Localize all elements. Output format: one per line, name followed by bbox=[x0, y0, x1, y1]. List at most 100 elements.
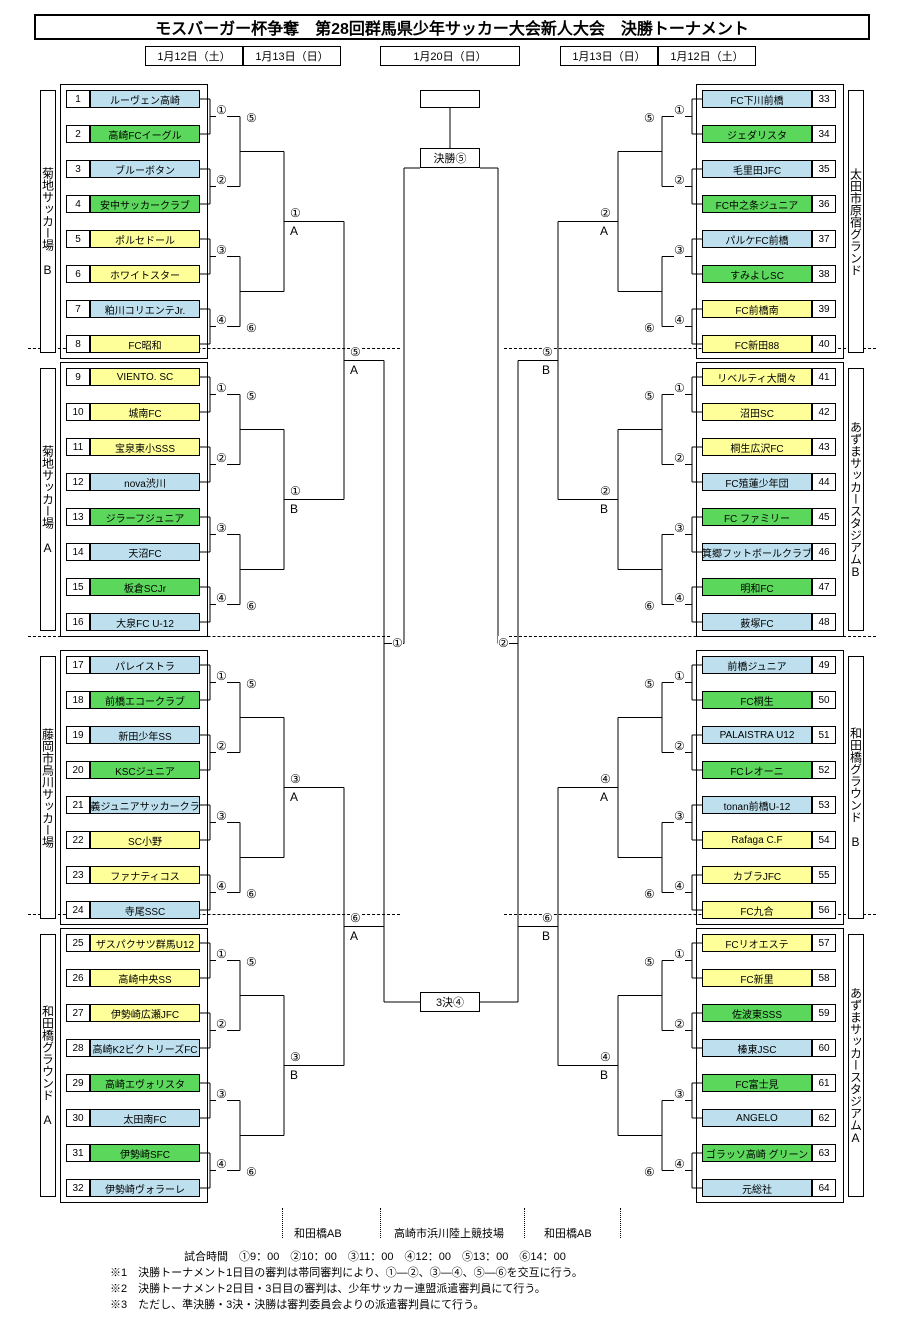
match-lbl: ③ bbox=[216, 809, 227, 823]
group-box bbox=[60, 650, 208, 925]
match-lbl: ③ bbox=[674, 243, 685, 257]
match-lbl: ⑤ bbox=[246, 389, 257, 403]
group-box bbox=[696, 362, 844, 637]
match-lbl: A bbox=[600, 790, 608, 804]
match-lbl: ④ bbox=[216, 879, 227, 893]
match-lbl: ① bbox=[674, 381, 685, 395]
match-lbl: ⑥ bbox=[644, 1165, 655, 1179]
match-lbl: ④ bbox=[674, 313, 685, 327]
match-lbl: ⑥ bbox=[644, 321, 655, 335]
match-lbl: ① bbox=[674, 947, 685, 961]
match-lbl: B bbox=[290, 1068, 298, 1082]
match-lbl: ⑥ bbox=[542, 911, 553, 925]
match-lbl: ② bbox=[498, 636, 509, 650]
footer-times: 試合時間 ①9：00 ②10：00 ③11：00 ④12：00 ⑤13：00 ⑥… bbox=[184, 1248, 566, 1264]
match-lbl: ① bbox=[216, 947, 227, 961]
match-lbl: ② bbox=[216, 1017, 227, 1031]
match-lbl: A bbox=[350, 929, 358, 943]
match-lbl: ④ bbox=[674, 1157, 685, 1171]
match-lbl: ① bbox=[290, 206, 301, 220]
match-lbl: ③ bbox=[674, 521, 685, 535]
venue-label: 太田市原宿グランド bbox=[848, 90, 864, 353]
match-lbl: B bbox=[600, 502, 608, 516]
match-lbl: ④ bbox=[600, 1050, 611, 1064]
match-lbl: A bbox=[290, 790, 298, 804]
match-lbl: ① bbox=[216, 669, 227, 683]
date-l2: 1月13日（日） bbox=[243, 46, 341, 66]
match-lbl: ① bbox=[674, 103, 685, 117]
match-lbl: ④ bbox=[216, 591, 227, 605]
footer-note-1: ※1 決勝トーナメント1日目の審判は帯同審判により、①―②、③―④、⑤―⑥を交互… bbox=[110, 1264, 583, 1280]
match-lbl: ⑥ bbox=[246, 1165, 257, 1179]
match-lbl: ③ bbox=[674, 809, 685, 823]
match-lbl: ② bbox=[674, 1017, 685, 1031]
match-lbl: ④ bbox=[216, 1157, 227, 1171]
footer-dotted-2 bbox=[380, 1208, 381, 1238]
final-top-box bbox=[420, 90, 480, 108]
venue-label: 菊地サッカー場 A bbox=[40, 368, 56, 631]
match-lbl: ⑤ bbox=[246, 677, 257, 691]
venue-label: 藤岡市烏川サッカー場 bbox=[40, 656, 56, 919]
match-lbl: ③ bbox=[216, 521, 227, 535]
match-lbl: ⑥ bbox=[246, 599, 257, 613]
venue-label: あずまサッカースタジアムA bbox=[848, 934, 864, 1197]
date-r2: 1月13日（日） bbox=[560, 46, 658, 66]
date-l1: 1月12日（土） bbox=[145, 46, 243, 66]
match-lbl: ② bbox=[600, 206, 611, 220]
match-lbl: B bbox=[542, 363, 550, 377]
group-box bbox=[696, 84, 844, 359]
footer-venue-3: 和田橋AB bbox=[544, 1225, 592, 1241]
match-lbl: ① bbox=[290, 484, 301, 498]
match-lbl: ⑤ bbox=[246, 111, 257, 125]
match-lbl: A bbox=[350, 363, 358, 377]
group-box bbox=[60, 362, 208, 637]
footer-note-2: ※2 決勝トーナメント2日目・3日目の審判は、少年サッカー連盟派遣審判員にて行う… bbox=[110, 1280, 546, 1296]
match-lbl: ② bbox=[216, 451, 227, 465]
match-lbl: ⑥ bbox=[246, 887, 257, 901]
match-lbl: A bbox=[290, 224, 298, 238]
match-lbl: ① bbox=[674, 669, 685, 683]
footer-dotted-1 bbox=[282, 1208, 283, 1238]
match-lbl: ⑥ bbox=[350, 911, 361, 925]
group-box bbox=[60, 928, 208, 1203]
match-lbl: ⑤ bbox=[644, 955, 655, 969]
match-lbl: B bbox=[290, 502, 298, 516]
match-lbl: ④ bbox=[600, 772, 611, 786]
match-lbl: B bbox=[600, 1068, 608, 1082]
group-box bbox=[696, 928, 844, 1203]
footer-venue-1: 和田橋AB bbox=[294, 1225, 342, 1241]
final-box: 決勝⑤ bbox=[420, 148, 480, 168]
venue-label: 和田橋グラウンド A bbox=[40, 934, 56, 1197]
date-c: 1月20日（日） bbox=[380, 46, 520, 66]
match-lbl: ⑤ bbox=[246, 955, 257, 969]
footer-dotted-3 bbox=[524, 1208, 525, 1238]
match-lbl: ⑤ bbox=[350, 345, 361, 359]
match-lbl: ② bbox=[674, 739, 685, 753]
group-box bbox=[60, 84, 208, 359]
group-box bbox=[696, 650, 844, 925]
match-lbl: ④ bbox=[674, 591, 685, 605]
match-lbl: B bbox=[542, 929, 550, 943]
footer-dotted-4 bbox=[620, 1208, 621, 1238]
match-lbl: ⑤ bbox=[644, 389, 655, 403]
match-lbl: ② bbox=[674, 451, 685, 465]
match-lbl: ③ bbox=[290, 1050, 301, 1064]
match-lbl: ⑤ bbox=[542, 345, 553, 359]
match-lbl: ④ bbox=[674, 879, 685, 893]
match-lbl: ④ bbox=[216, 313, 227, 327]
footer-note-3: ※3 ただし、準決勝・3決・決勝は審判委員会よりの派遣審判員にて行う。 bbox=[110, 1296, 484, 1312]
third-place-box: 3決④ bbox=[420, 992, 480, 1012]
match-lbl: ② bbox=[674, 173, 685, 187]
venue-label: 菊地サッカー場 B bbox=[40, 90, 56, 353]
match-lbl: ③ bbox=[216, 1087, 227, 1101]
match-lbl: ① bbox=[216, 103, 227, 117]
match-lbl: ③ bbox=[674, 1087, 685, 1101]
match-lbl: ⑥ bbox=[644, 599, 655, 613]
match-lbl: ③ bbox=[216, 243, 227, 257]
match-lbl: ① bbox=[216, 381, 227, 395]
page-title: モスバーガー杯争奪 第28回群馬県少年サッカー大会新人大会 決勝トーナメント bbox=[34, 14, 870, 40]
match-lbl: ② bbox=[216, 739, 227, 753]
match-lbl: ⑤ bbox=[644, 677, 655, 691]
match-lbl: ① bbox=[392, 636, 403, 650]
venue-label: 和田橋グラウンド B bbox=[848, 656, 864, 919]
